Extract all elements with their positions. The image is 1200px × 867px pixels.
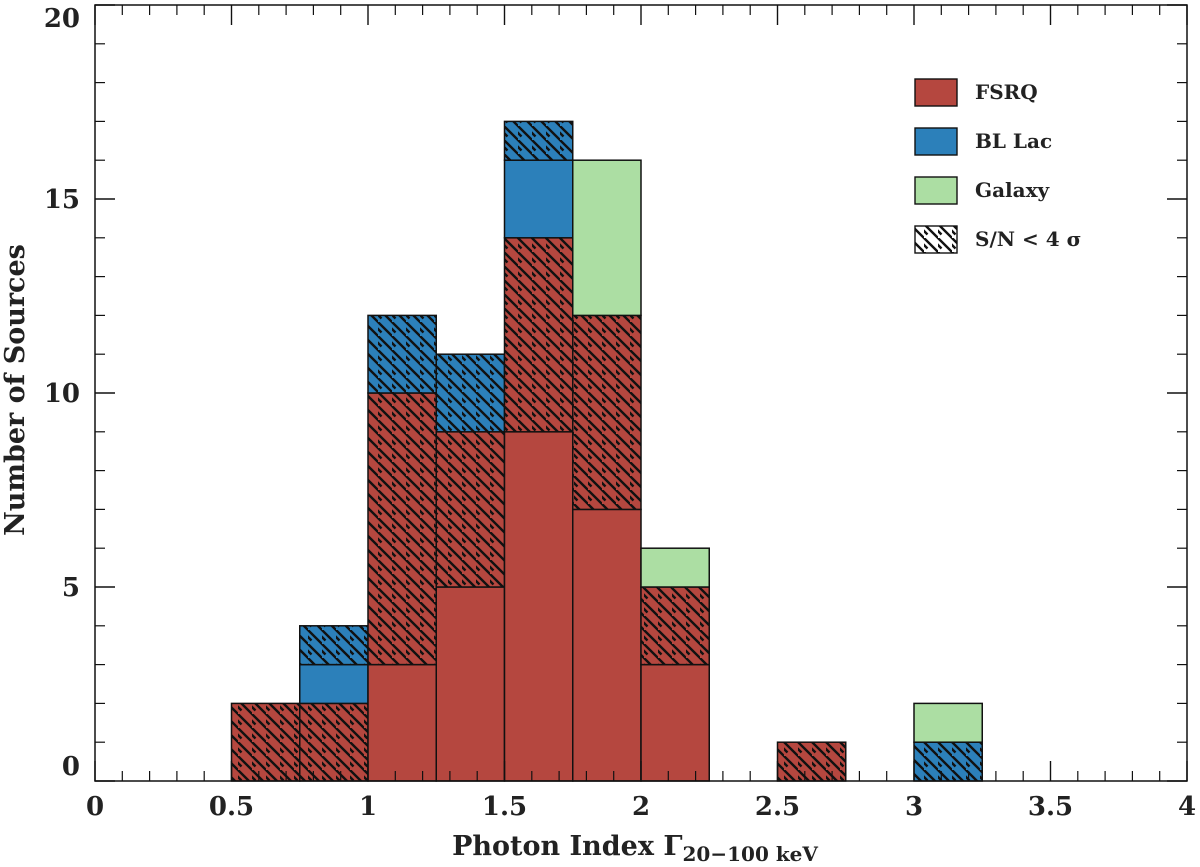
x-tick-label: 3.5: [1028, 792, 1073, 822]
legend-swatch-low-sn: [914, 225, 958, 254]
x-axis-title-main: Photon Index Γ: [452, 831, 682, 862]
hatch-fsrq-bin-8: [776, 741, 847, 782]
x-tick-label: 1.5: [482, 792, 527, 822]
bar-fsrq-bin-5: [572, 508, 642, 782]
hatch-fsrq-bin-3: [435, 431, 506, 588]
x-axis-title-subscript: 20−100 keV: [683, 842, 819, 866]
bar-fsrq-bin-6: [640, 663, 710, 782]
hatch-fsrq-bin-2: [367, 392, 437, 666]
legend-label-low-sn: S/N < 4 σ: [975, 227, 1081, 251]
hatch-bl-lac-bin-1: [299, 625, 369, 666]
hatch-fsrq-bin-4: [503, 237, 574, 433]
legend-swatch-fsrq: [914, 78, 958, 107]
legend-label-fsrq: FSRQ: [975, 80, 1038, 104]
hatch-fsrq-bin-0: [230, 702, 301, 782]
legend-label-galaxy: Galaxy: [975, 178, 1051, 202]
x-tick-label: 0.5: [209, 792, 254, 822]
bar-fsrq-bin-4: [503, 431, 574, 782]
bar-fsrq-bin-3: [435, 586, 506, 782]
bar-galaxy-bin-5: [572, 159, 642, 317]
hatch-bl-lac-bin-4: [503, 120, 574, 161]
bar-fsrq-bin-2: [367, 663, 437, 782]
y-tick-label: 5: [62, 573, 80, 603]
x-tick-label: 2: [632, 792, 650, 822]
legend-swatch-bl-lac: [914, 127, 958, 156]
hatch-bl-lac-bin-2: [367, 314, 437, 394]
hatch-bl-lac-bin-3: [435, 353, 506, 433]
hatch-fsrq-bin-5: [572, 314, 642, 511]
bars-layer: [230, 120, 983, 782]
bar-galaxy-bin-10: [913, 702, 983, 743]
y-tick-label: 20: [44, 4, 80, 34]
bar-bl-lac-bin-1: [299, 663, 369, 705]
y-tick-label: 0: [62, 752, 80, 782]
legend-label-bl-lac: BL Lac: [975, 129, 1052, 153]
y-axis-title: Number of Sources: [0, 244, 31, 536]
x-tick-label: 3: [905, 792, 923, 822]
bar-galaxy-bin-6: [640, 547, 710, 588]
x-axis-title: Photon Index Γ20−100 keV: [452, 831, 818, 866]
legend-swatch-galaxy: [914, 176, 958, 205]
y-tick-label: 10: [44, 379, 80, 409]
hatch-bl-lac-bin-10: [913, 741, 983, 782]
hatch-fsrq-bin-1: [299, 702, 369, 782]
x-tick-label: 4: [1178, 792, 1196, 822]
hatch-fsrq-bin-6: [640, 586, 710, 666]
x-tick-label: 2.5: [755, 792, 800, 822]
y-tick-label: 15: [44, 185, 80, 215]
axes-layer: 0 0.5 1 1.5 2 2.5 3 3.5 4 0 5 10 15 20: [44, 4, 1196, 822]
legend: FSRQ BL Lac Galaxy S/N < 4 σ: [914, 78, 1081, 254]
bar-bl-lac-bin-4: [503, 159, 574, 239]
x-tick-label: 1: [359, 792, 377, 822]
x-tick-label: 0: [86, 792, 104, 822]
